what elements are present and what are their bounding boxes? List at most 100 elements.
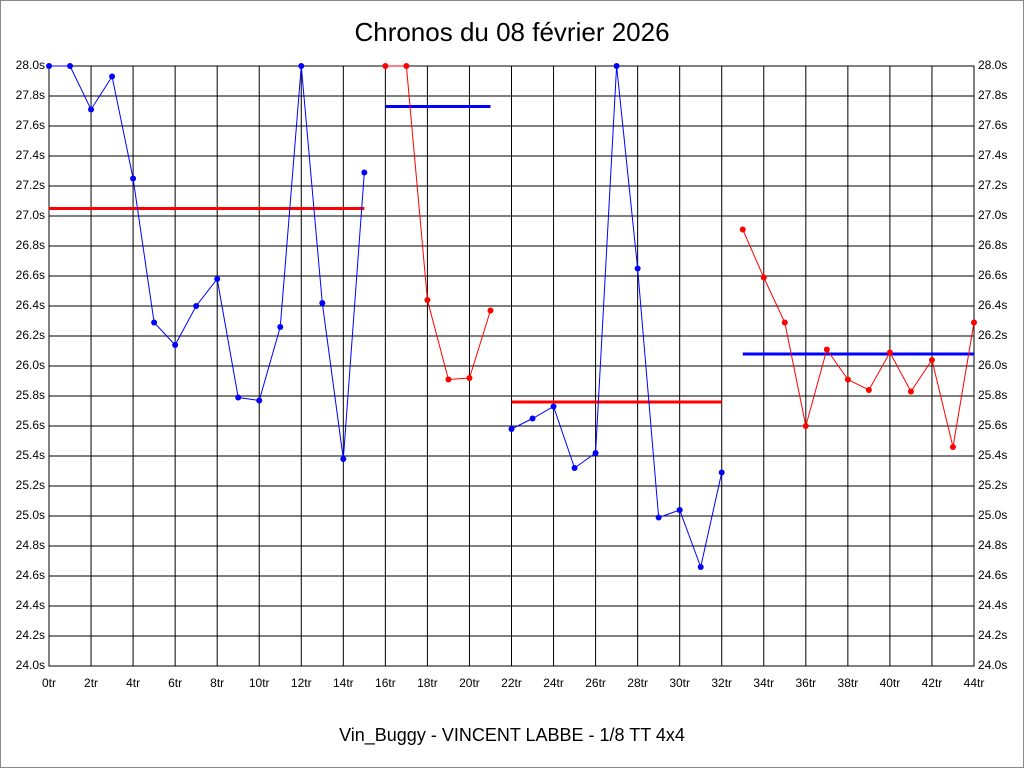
y-tick-label-right: 24.4s [978, 598, 1007, 612]
plot-area [48, 65, 975, 667]
y-tick-label: 25.8s [16, 388, 45, 402]
x-tick-label: 6tr [168, 676, 182, 690]
point [361, 169, 368, 176]
y-tick-label: 28.0s [16, 58, 45, 72]
point [487, 307, 494, 314]
point [445, 376, 452, 383]
point [781, 319, 788, 326]
point [907, 388, 914, 395]
x-tick-label: 12tr [291, 676, 312, 690]
point [802, 423, 809, 429]
y-tick-label: 27.6s [16, 118, 45, 132]
y-tick-label: 27.4s [16, 148, 45, 162]
x-tick-label: 2tr [84, 676, 98, 690]
chart-subtitle: Vin_Buggy - VINCENT LABBE - 1/8 TT 4x4 [339, 725, 685, 746]
y-tick-label-right: 24.2s [978, 628, 1007, 642]
point [592, 450, 599, 456]
y-tick-label-right: 27.0s [978, 208, 1007, 222]
x-tick-label: 20tr [459, 676, 480, 690]
y-tick-label: 27.8s [16, 88, 45, 102]
y-tick-label: 24.4s [16, 598, 45, 612]
chart-title: Chronos du 08 février 2026 [354, 17, 669, 47]
y-tick-label-right: 27.6s [978, 118, 1007, 132]
y-tick-label-right: 26.6s [978, 268, 1007, 282]
x-tick-label: 38tr [838, 676, 859, 690]
point [886, 349, 893, 356]
y-tick-label: 25.6s [16, 418, 45, 432]
y-tick-label-right: 24.8s [978, 538, 1007, 552]
point [172, 342, 179, 348]
x-tick-label: 26tr [585, 676, 606, 690]
y-tick-label: 27.0s [16, 208, 45, 222]
x-tick-label: 34tr [753, 676, 774, 690]
y-tick-label: 25.2s [16, 478, 45, 492]
point [109, 73, 116, 80]
point [697, 564, 704, 570]
point [865, 387, 872, 393]
point [277, 324, 284, 330]
point [718, 469, 725, 476]
y-tick-label-right: 25.8s [978, 388, 1007, 402]
point [676, 507, 683, 513]
x-tick-label: 16tr [375, 676, 396, 690]
x-tick-label: 42tr [922, 676, 943, 690]
point [529, 415, 536, 422]
x-tick-label: 4tr [126, 676, 140, 690]
y-tick-label-right: 26.8s [978, 238, 1007, 252]
point [151, 319, 158, 326]
y-tick-label-right: 27.4s [978, 148, 1007, 162]
point [88, 106, 95, 113]
y-tick-label-right: 24.0s [978, 658, 1007, 672]
point [844, 376, 851, 383]
x-tick-label: 32tr [711, 676, 732, 690]
y-tick-label: 24.6s [16, 568, 45, 582]
y-tick-label: 24.0s [16, 658, 45, 672]
point [508, 426, 515, 432]
point [67, 63, 74, 69]
y-tick-label: 26.2s [16, 328, 45, 342]
y-tick-label-right: 25.6s [978, 418, 1007, 432]
point [971, 319, 977, 326]
y-tick-label-right: 27.8s [978, 88, 1007, 102]
point [613, 63, 620, 69]
point [130, 175, 137, 182]
x-tick-label: 28tr [627, 676, 648, 690]
point [319, 300, 326, 306]
y-tick-label-right: 27.2s [978, 178, 1007, 192]
point [739, 226, 746, 233]
point [466, 375, 473, 381]
x-tick-label: 10tr [249, 676, 270, 690]
point [214, 276, 221, 282]
point [571, 465, 578, 471]
point [403, 63, 410, 69]
y-tick-label: 27.2s [16, 178, 45, 192]
x-tick-label: 30tr [669, 676, 690, 690]
point [256, 397, 263, 404]
y-tick-label-right: 26.4s [978, 298, 1007, 312]
x-tick-label: 40tr [880, 676, 901, 690]
y-tick-label-right: 25.0s [978, 508, 1007, 522]
point [193, 303, 200, 309]
x-tick-label: 44tr [964, 676, 985, 690]
point [823, 346, 830, 353]
point [550, 403, 557, 410]
series-line [385, 65, 975, 448]
y-tick-label-right: 26.0s [978, 358, 1007, 372]
point [46, 63, 52, 69]
y-tick-label: 26.6s [16, 268, 45, 282]
x-tick-label: 24tr [543, 676, 564, 690]
y-tick-label-right: 25.2s [978, 478, 1007, 492]
point [634, 265, 641, 272]
point [760, 274, 767, 281]
point [424, 297, 431, 303]
y-tick-label-right: 28.0s [978, 58, 1007, 72]
point [235, 394, 242, 401]
x-tick-label: 8tr [210, 676, 224, 690]
x-tick-label: 18tr [417, 676, 438, 690]
point [928, 357, 935, 363]
point [298, 63, 305, 69]
x-tick-label: 14tr [333, 676, 354, 690]
x-tick-label: 0tr [42, 676, 56, 690]
y-tick-label: 26.0s [16, 358, 45, 372]
